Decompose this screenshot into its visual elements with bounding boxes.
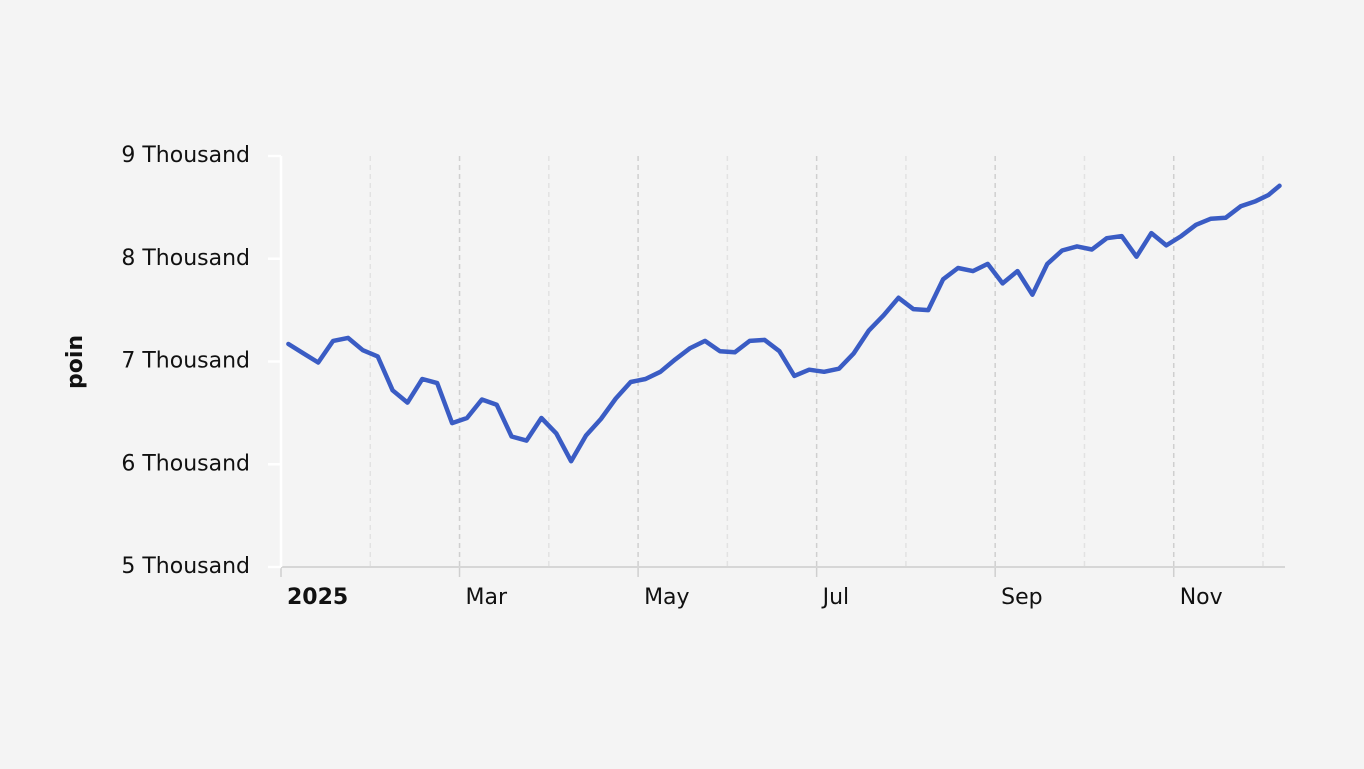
x-tick-label: 2025 — [287, 585, 348, 610]
x-tick-label: Sep — [1001, 585, 1042, 610]
data-line — [286, 183, 1282, 464]
x-tick-label: Nov — [1180, 585, 1223, 610]
x-tick-label: May — [644, 585, 689, 610]
y-axis-title: poin — [63, 335, 88, 389]
x-tick-label: Jul — [821, 585, 850, 610]
y-tick-label: 8 Thousand — [121, 246, 250, 271]
y-tick-label: 7 Thousand — [121, 349, 250, 374]
x-tick-label: Mar — [466, 585, 508, 610]
y-tick-label: 5 Thousand — [121, 554, 250, 579]
y-tick-label: 6 Thousand — [121, 451, 250, 476]
y-tick-label: 9 Thousand — [121, 143, 250, 168]
